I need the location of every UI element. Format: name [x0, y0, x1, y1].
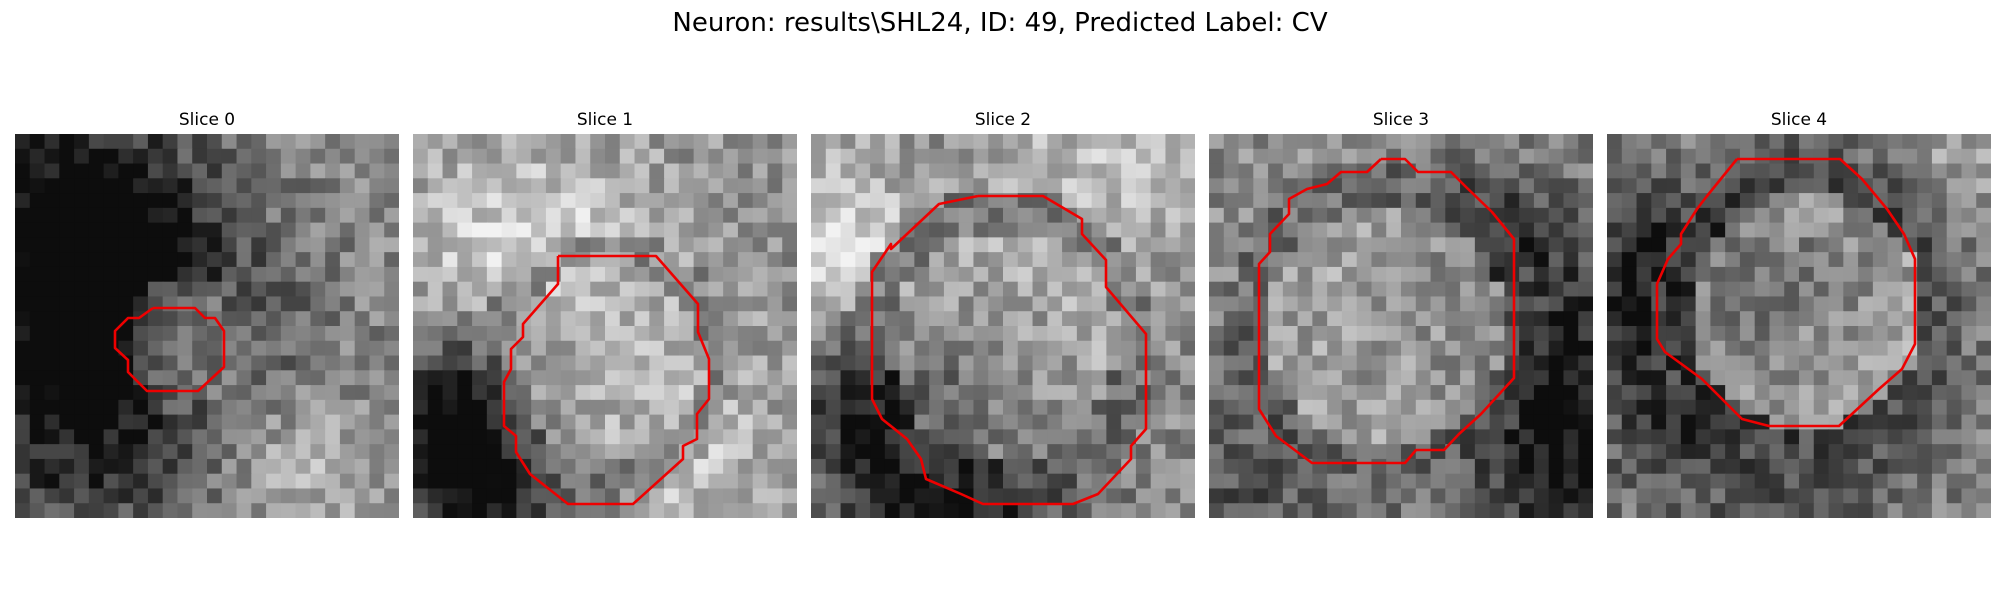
microscopy-pixel-grid: [1607, 134, 1991, 518]
slice-title: Slice 0: [178, 110, 236, 130]
slice-title: Slice 3: [1372, 110, 1430, 130]
roi-contour: [1257, 157, 1516, 465]
slice-image: [1209, 134, 1593, 518]
microscopy-pixel-grid: [811, 134, 1195, 518]
slice-title: Slice 4: [1770, 110, 1828, 130]
slice-image: [413, 134, 797, 518]
slice-image: [811, 134, 1195, 518]
roi-contour: [870, 194, 1148, 506]
roi-contour: [113, 306, 226, 393]
microscopy-pixel-grid: [1209, 134, 1593, 518]
figure-title: Neuron: results\SHL24, ID: 49, Predicted…: [672, 8, 1328, 38]
slice-title: Slice 1: [576, 110, 634, 130]
slice-title: Slice 2: [974, 110, 1032, 130]
microscopy-pixel-grid: [413, 134, 797, 518]
roi-contour: [1655, 157, 1917, 428]
microscopy-pixel-grid: [15, 134, 399, 518]
roi-contour: [502, 254, 711, 506]
slice-image: [1607, 134, 1991, 518]
slice-image: [15, 134, 399, 518]
